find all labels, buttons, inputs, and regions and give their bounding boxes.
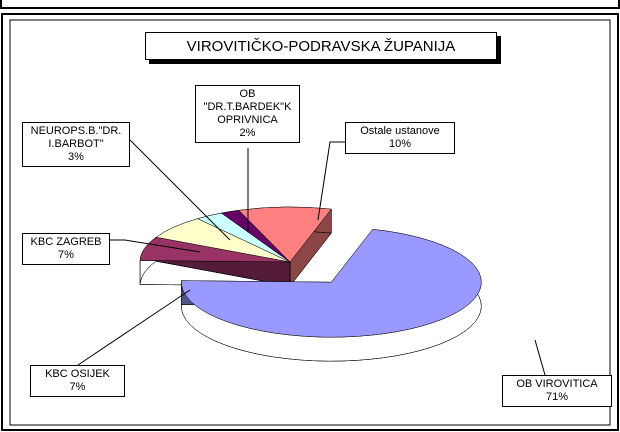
leader-line xyxy=(317,141,345,221)
top-frame xyxy=(0,0,620,9)
percent-label: 7% xyxy=(58,249,74,261)
data-label: NEUROPS.B."DR. I.BARBOT" 3% xyxy=(22,122,130,167)
category-name: KBC OSIJEK xyxy=(45,368,110,380)
percent-label: 71% xyxy=(545,391,569,403)
slice xyxy=(220,210,291,263)
category-name: Ostale ustanove xyxy=(360,125,440,137)
data-label: OB VIROVITICA 71% xyxy=(502,375,612,407)
category-name: KBC ZAGREB xyxy=(30,236,102,248)
category-name: OB VIROVITICA xyxy=(516,378,598,390)
data-label: KBC ZAGREB 7% xyxy=(22,233,110,265)
leader-line xyxy=(534,339,546,376)
data-label: KBC OSIJEK 7% xyxy=(30,365,125,397)
category-name: OB "DR.T.BARDEK"K OPRIVNICA xyxy=(203,88,292,126)
chart-title: VIROVITIČKO-PODRAVSKA ŽUPANIJA xyxy=(145,32,497,60)
plot-frame xyxy=(9,19,611,426)
percent-label: 3% xyxy=(68,151,84,163)
percent-label: 7% xyxy=(69,381,86,393)
percent-label: 2% xyxy=(239,127,256,139)
slice xyxy=(181,229,482,338)
data-label: Ostale ustanove 10% xyxy=(345,122,455,154)
slice xyxy=(238,206,332,263)
leader-line xyxy=(110,239,201,253)
category-name: NEUROPS.B."DR. I.BARBOT" xyxy=(30,125,122,150)
pie xyxy=(139,206,482,362)
leader-lines xyxy=(77,139,546,376)
percent-label: 10% xyxy=(388,138,412,150)
leader-line xyxy=(77,289,191,366)
data-label: OB "DR.T.BARDEK"K OPRIVNICA 2% xyxy=(195,85,300,143)
leader-line xyxy=(129,139,231,241)
